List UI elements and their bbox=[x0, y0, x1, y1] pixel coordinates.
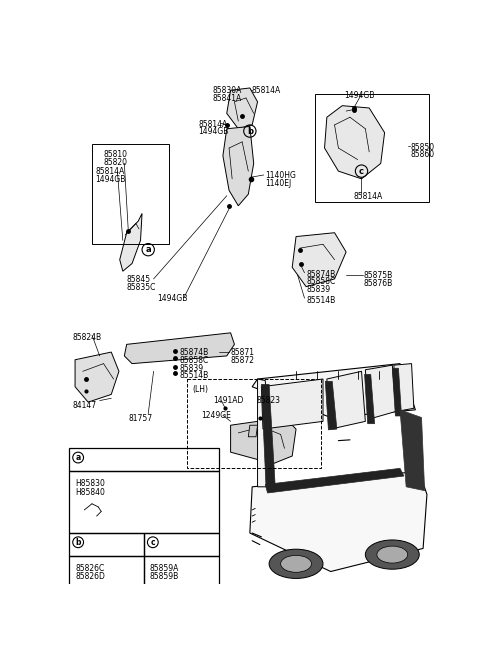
Text: 85876B: 85876B bbox=[363, 279, 392, 288]
Polygon shape bbox=[292, 233, 346, 287]
Text: 85835C: 85835C bbox=[127, 283, 156, 292]
Text: c: c bbox=[151, 538, 155, 546]
Polygon shape bbox=[265, 468, 404, 493]
Text: 1494GB: 1494GB bbox=[95, 175, 125, 184]
Text: b: b bbox=[247, 127, 253, 136]
Polygon shape bbox=[262, 384, 275, 487]
Text: 85858C: 85858C bbox=[306, 277, 336, 287]
Text: a: a bbox=[75, 453, 81, 462]
Bar bbox=[69, 472, 219, 533]
Polygon shape bbox=[223, 127, 254, 206]
Polygon shape bbox=[394, 363, 414, 411]
Text: 85875B: 85875B bbox=[363, 271, 392, 280]
Bar bbox=[69, 556, 144, 606]
Text: 85859B: 85859B bbox=[150, 572, 179, 581]
Text: 85830A: 85830A bbox=[213, 87, 242, 95]
Text: H85840: H85840 bbox=[75, 487, 105, 497]
Polygon shape bbox=[227, 88, 258, 129]
Polygon shape bbox=[250, 472, 427, 571]
Text: 85814A: 85814A bbox=[252, 87, 281, 95]
Text: 1249GE: 1249GE bbox=[201, 411, 231, 420]
Polygon shape bbox=[325, 381, 337, 430]
Text: b: b bbox=[75, 538, 81, 546]
Bar bbox=[144, 533, 219, 556]
Text: 85823: 85823 bbox=[256, 396, 280, 405]
Polygon shape bbox=[230, 417, 296, 464]
Text: 85874B: 85874B bbox=[306, 270, 336, 279]
Polygon shape bbox=[124, 333, 234, 363]
Text: 85860: 85860 bbox=[410, 150, 434, 159]
Text: 1140EJ: 1140EJ bbox=[265, 179, 291, 188]
Polygon shape bbox=[120, 213, 142, 271]
Text: 1491AD: 1491AD bbox=[214, 396, 244, 405]
Ellipse shape bbox=[365, 540, 419, 569]
Bar bbox=[315, 94, 429, 202]
Polygon shape bbox=[365, 375, 374, 424]
Text: 84147: 84147 bbox=[73, 401, 97, 409]
Ellipse shape bbox=[269, 549, 323, 579]
Bar bbox=[69, 448, 219, 472]
Ellipse shape bbox=[377, 546, 408, 563]
Text: 1140HG: 1140HG bbox=[265, 171, 296, 180]
Ellipse shape bbox=[281, 556, 312, 572]
Polygon shape bbox=[324, 106, 384, 179]
Text: 85824B: 85824B bbox=[73, 333, 102, 342]
Polygon shape bbox=[252, 363, 415, 417]
Text: (LH): (LH) bbox=[192, 385, 208, 394]
Text: 85514B: 85514B bbox=[306, 296, 336, 305]
Polygon shape bbox=[327, 371, 365, 429]
Text: a: a bbox=[145, 245, 151, 254]
Text: 85514B: 85514B bbox=[179, 371, 208, 380]
Text: 85845: 85845 bbox=[127, 275, 151, 284]
Text: 85810: 85810 bbox=[104, 150, 128, 159]
Text: 85839: 85839 bbox=[179, 363, 203, 373]
Text: 85841A: 85841A bbox=[213, 94, 242, 103]
Text: 85814A: 85814A bbox=[354, 192, 383, 201]
Text: 81757: 81757 bbox=[129, 414, 153, 422]
Text: 85826C: 85826C bbox=[75, 564, 104, 573]
Text: c: c bbox=[359, 167, 364, 176]
Polygon shape bbox=[392, 368, 402, 416]
Polygon shape bbox=[248, 425, 258, 437]
Bar bbox=[92, 144, 169, 244]
Text: 85859A: 85859A bbox=[150, 564, 179, 573]
Text: 85814A: 85814A bbox=[95, 167, 124, 176]
Bar bbox=[187, 379, 322, 468]
Text: 85871: 85871 bbox=[230, 348, 254, 358]
Text: H85830: H85830 bbox=[75, 479, 105, 488]
Bar bbox=[69, 533, 144, 556]
Polygon shape bbox=[365, 365, 396, 419]
Text: 85858C: 85858C bbox=[179, 356, 208, 365]
Text: 85814A: 85814A bbox=[198, 119, 228, 129]
Text: 85874B: 85874B bbox=[179, 348, 208, 358]
Text: 1494GB: 1494GB bbox=[198, 127, 228, 136]
Text: 1494GB: 1494GB bbox=[157, 295, 188, 303]
Text: 85850: 85850 bbox=[410, 142, 434, 152]
Polygon shape bbox=[258, 379, 273, 487]
Text: 85826D: 85826D bbox=[75, 572, 105, 581]
Text: 1494GB: 1494GB bbox=[344, 91, 374, 100]
Polygon shape bbox=[400, 410, 425, 491]
Text: 85839: 85839 bbox=[306, 285, 330, 294]
Polygon shape bbox=[262, 379, 323, 429]
Polygon shape bbox=[75, 352, 119, 402]
Text: 85820: 85820 bbox=[104, 158, 128, 167]
Bar bbox=[144, 556, 219, 606]
Text: 85872: 85872 bbox=[230, 356, 254, 365]
